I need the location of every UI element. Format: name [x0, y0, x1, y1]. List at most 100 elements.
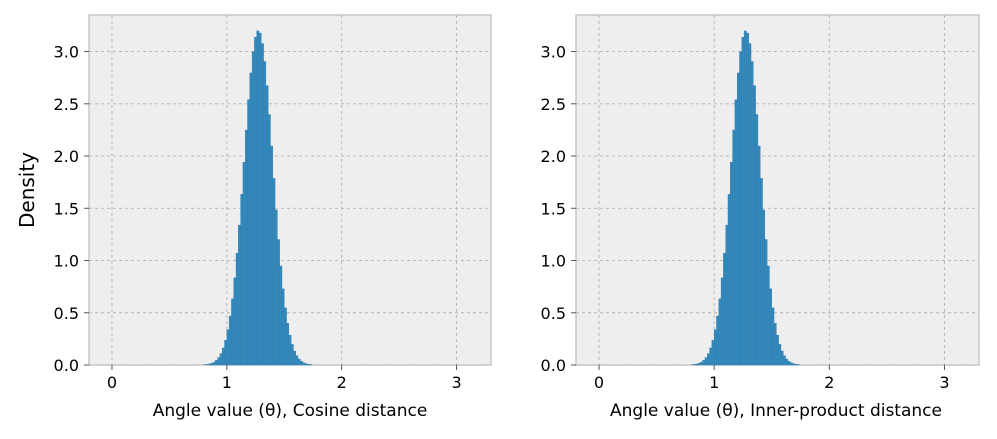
histogram-bar-right [734, 99, 738, 366]
histogram-bar-right [723, 252, 726, 366]
histogram-bar-left [258, 32, 262, 366]
histogram-bar-left [224, 339, 228, 366]
histogram-bar-left [265, 85, 269, 366]
histogram-bar-right [771, 307, 775, 366]
histogram-bar-right [720, 277, 724, 366]
plot-area-right [575, 14, 980, 366]
y-tick-label-left: 0.0 [54, 356, 79, 375]
histogram-bar-left [261, 43, 264, 366]
histogram-bar-left [222, 347, 225, 366]
histogram-bar-right [785, 358, 789, 366]
y-tick-label-right: 2.5 [541, 95, 566, 114]
histogram-bar-right [773, 323, 777, 366]
histogram-bar-right [750, 61, 754, 366]
histogram-bar-left [279, 265, 283, 366]
histogram-bar-right [762, 209, 766, 366]
histogram-bar-right [778, 344, 782, 366]
y-tick-label-right: 0.5 [541, 304, 566, 323]
histogram-bar-left [238, 224, 241, 366]
histogram-bar-left [226, 329, 230, 366]
histogram-bar-left [272, 178, 276, 366]
histogram-bar-right [783, 355, 786, 366]
histogram-bar-right [730, 162, 733, 366]
histogram-bar-right [787, 361, 791, 366]
x-tick-label-left: 3 [451, 373, 461, 392]
histogram-bar-left [228, 315, 232, 366]
histogram-bar-left [300, 361, 303, 366]
histogram-bar-left [274, 209, 278, 366]
x-tick-label-left: 2 [337, 373, 347, 392]
histogram-bar-right [760, 178, 763, 366]
histogram-bar-left [286, 323, 290, 366]
y-tick-label-left: 1.5 [54, 199, 79, 218]
histogram-bar-right [704, 357, 708, 366]
histogram-bar-right [737, 72, 740, 366]
x-tick-label-right: 3 [939, 373, 949, 392]
x-tick-label-right: 2 [824, 373, 834, 392]
histogram-bar-right [757, 145, 761, 366]
histogram-bar-left [219, 353, 223, 366]
histogram-bar-right [794, 364, 798, 366]
y-tick-label-left: 0.5 [54, 304, 79, 323]
plot-area-left [88, 14, 492, 366]
histogram-bar-right [766, 265, 770, 366]
histogram-bar-left [215, 360, 218, 366]
histogram-bar-left [277, 239, 280, 366]
histogram-bar-left [217, 357, 221, 366]
histogram-bar-right [755, 114, 759, 366]
histogram-bar-right [753, 85, 756, 366]
histogram-bar-right [789, 362, 793, 366]
histogram-bar-right [695, 363, 699, 366]
histogram-bar-left [251, 51, 255, 366]
histogram-bar-right [707, 353, 710, 366]
y-tick-label-left: 1.0 [54, 252, 79, 271]
chart-panel-right: 0 1 2 3 0.0 0.5 1.0 1.5 2.0 2.5 3.0 Angle value (θ… [541, 14, 980, 421]
histogram-bar-left [245, 129, 248, 366]
histogram-bar-left [263, 61, 267, 366]
histogram-bar-left [254, 37, 257, 366]
x-tick-label-right: 0 [594, 373, 604, 392]
histogram-bar-right [711, 339, 715, 366]
y-tick-label-left: 2.0 [54, 147, 79, 166]
tick-labels-left: 0 1 2 3 0.0 0.5 1.0 1.5 2.0 2.5 3.0 [54, 43, 462, 392]
histogram-bar-right [700, 361, 703, 366]
histogram-bar-left [256, 30, 260, 366]
histogram-bar-left [281, 288, 285, 366]
histogram-bar-right [732, 129, 736, 366]
y-tick-label-right: 1.0 [541, 252, 566, 271]
chart-panel-left: 0 1 2 3 0.0 0.5 1.0 1.5 2.0 2.5 3.0 Angle value (θ… [15, 14, 492, 421]
y-tick-label-right: 3.0 [541, 43, 566, 62]
histogram-bar-left [284, 307, 287, 366]
histogram-bar-right [718, 298, 722, 366]
histogram-bar-right [748, 43, 752, 366]
histogram-bar-left [290, 344, 294, 366]
histogram-bar-left [297, 358, 301, 366]
histogram-bar-right [725, 224, 729, 366]
histogram-bar-left [231, 298, 234, 366]
x-tick-label-right: 1 [709, 373, 719, 392]
y-tick-label-left: 3.0 [54, 43, 79, 62]
histogram-bar-left [205, 364, 209, 366]
x-tick-label-left: 1 [222, 373, 232, 392]
y-tick-label-right: 1.5 [541, 199, 566, 218]
histogram-bar-right [702, 360, 706, 366]
histogram-bar-left [208, 363, 211, 366]
histogram-bar-right [769, 288, 772, 366]
histogram-bar-left [210, 363, 214, 366]
histogram-bar-right [739, 51, 743, 366]
histogram-bar-left [288, 335, 292, 366]
histogram-bar-right [709, 347, 713, 366]
histogram-bar-left [270, 145, 273, 366]
histogram-bar-right [693, 364, 696, 366]
y-tick-label-right: 0.0 [541, 356, 566, 375]
histogram-bar-right [697, 363, 701, 366]
histogram-bar-left [307, 364, 310, 366]
histogram-bar-right [716, 315, 719, 366]
histogram-bar-left [293, 350, 296, 366]
x-tick-label-left: 0 [107, 373, 117, 392]
histogram-bar-right [743, 30, 747, 366]
histogram-bar-right [792, 363, 795, 366]
histogram-bar-right [727, 194, 731, 366]
histogram-bar-left [233, 277, 237, 366]
